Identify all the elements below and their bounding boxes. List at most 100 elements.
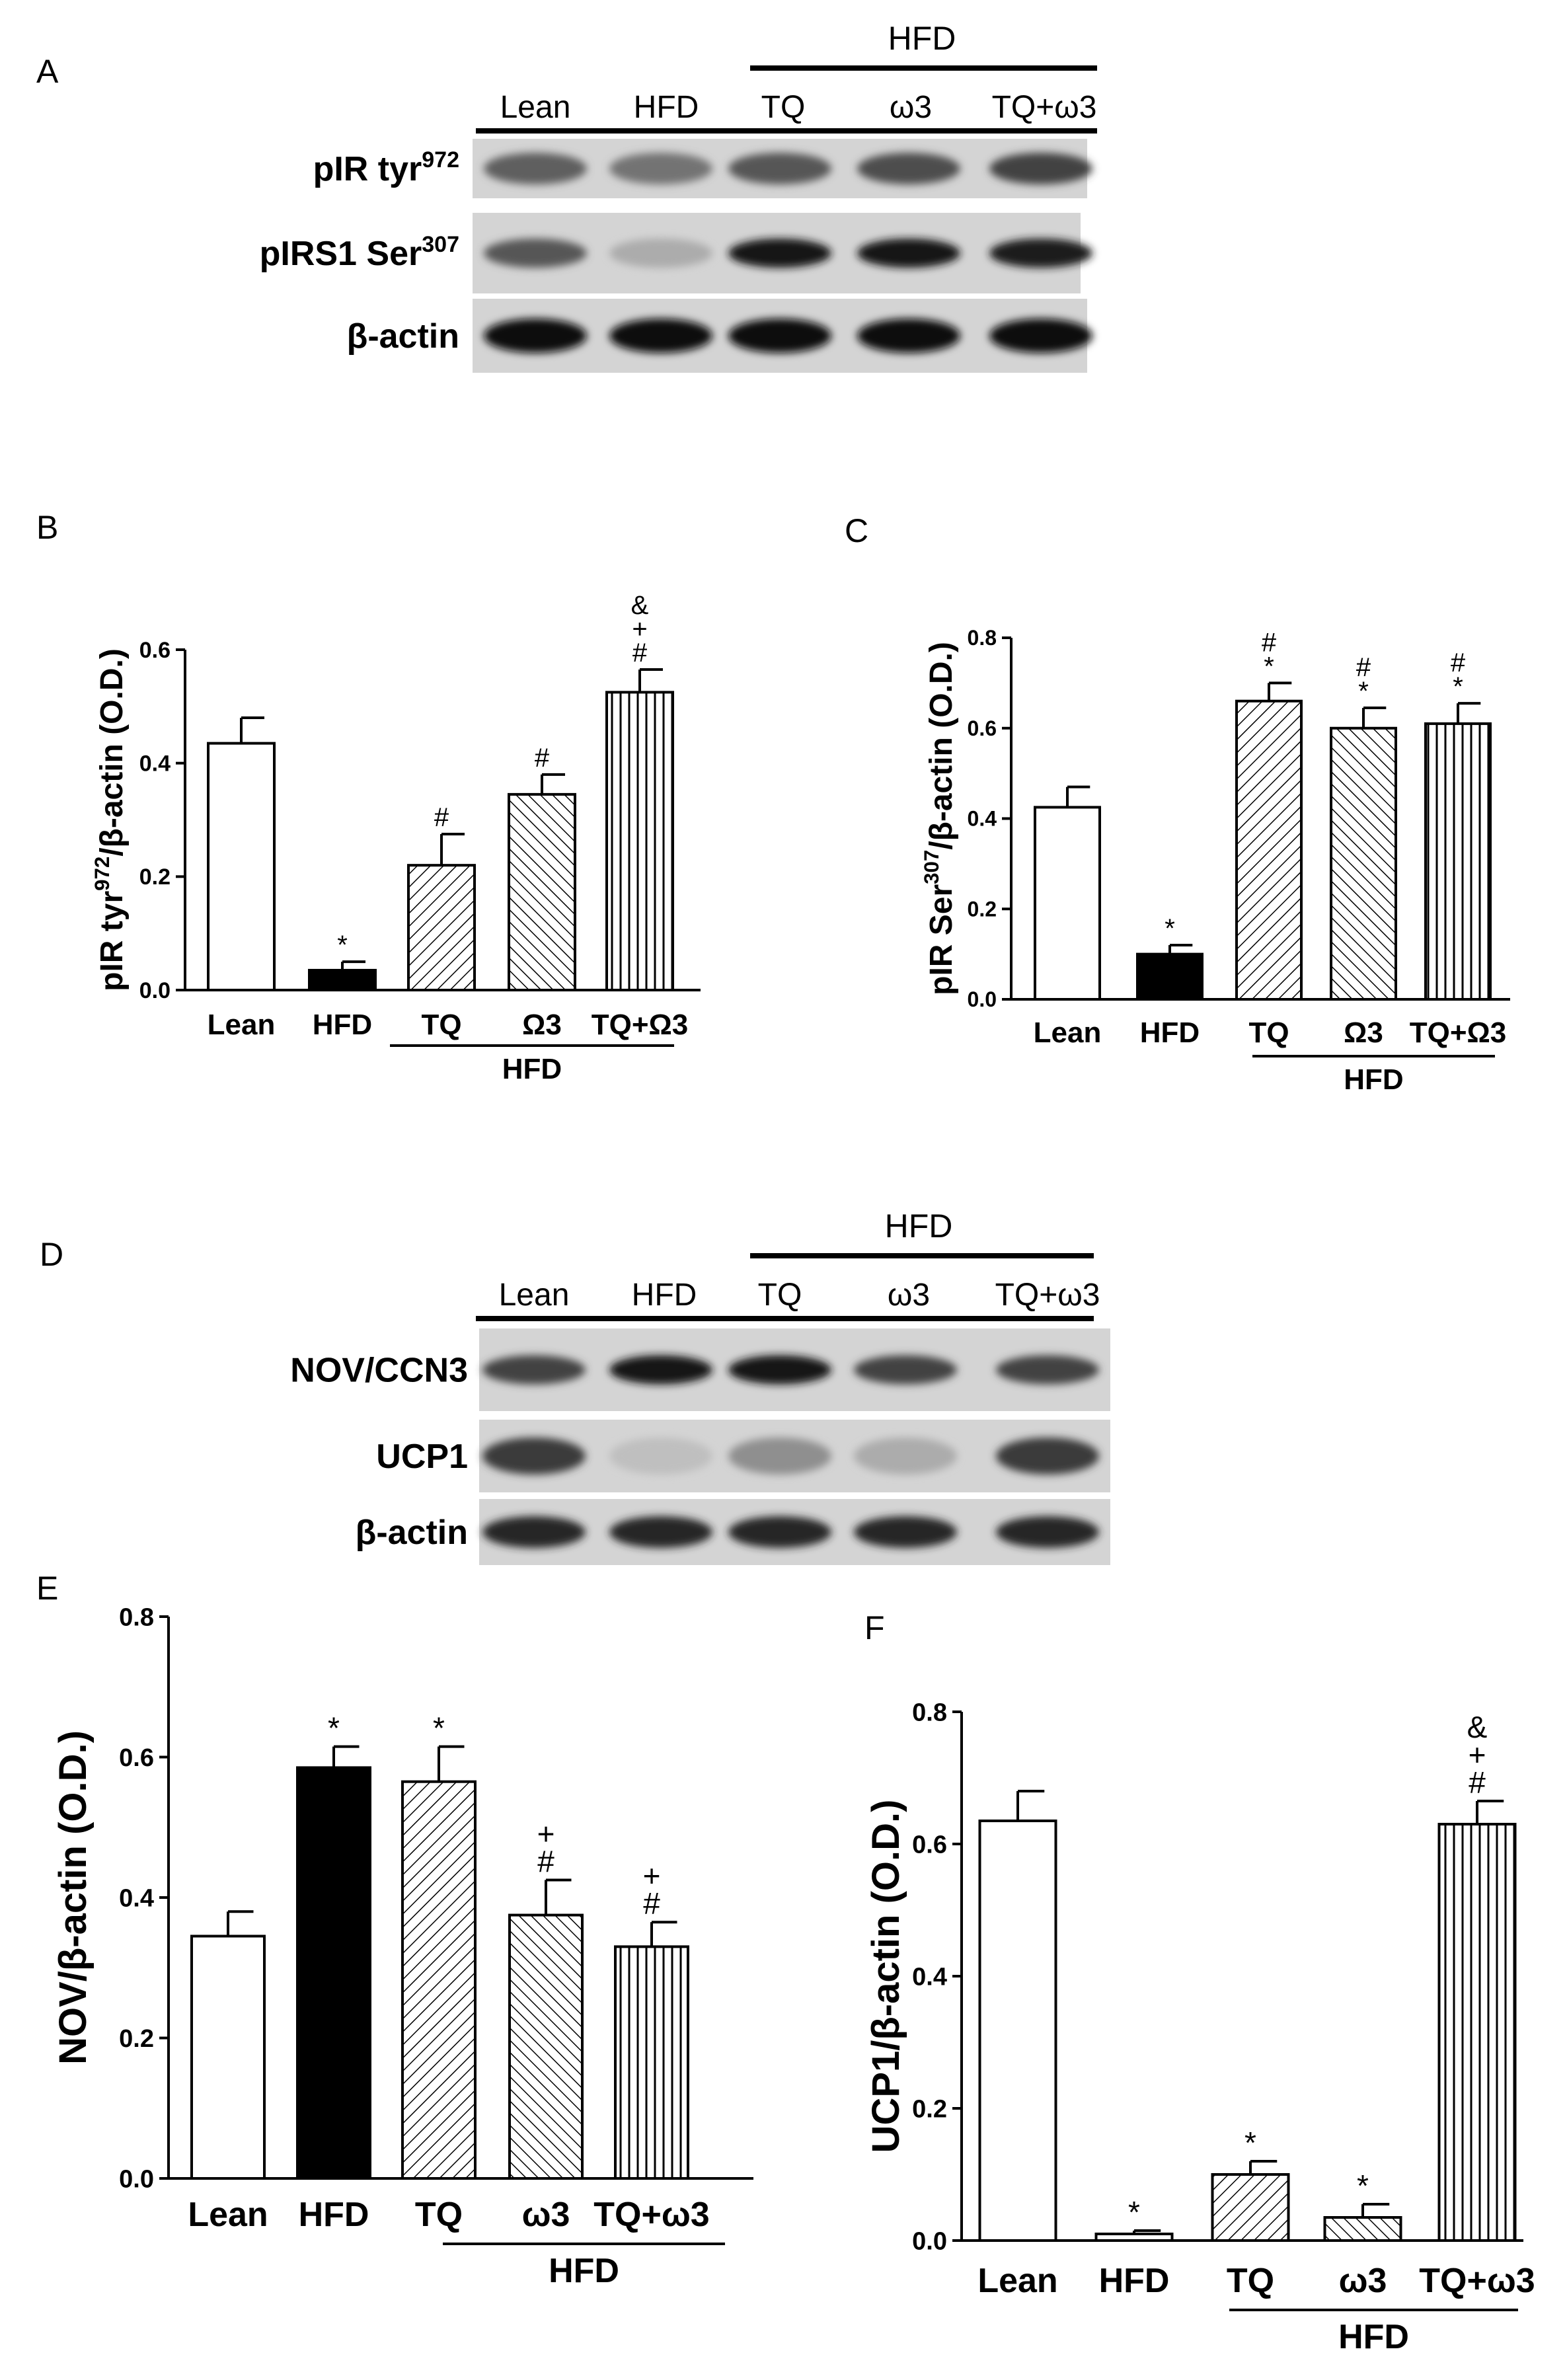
- y-tick-label: 0.6: [968, 716, 997, 740]
- y-axis-label: pIR Ser307/β-actin (O.D.): [920, 642, 959, 995]
- panel-letter-e: E: [36, 1570, 58, 1607]
- significance-marker: #: [643, 1886, 660, 1921]
- bar-TQ+Ω3: [1424, 722, 1492, 1001]
- bar-Lean: [190, 1935, 266, 2180]
- bar-TQ+ω3: [1437, 1823, 1517, 2242]
- y-tick-label: 0.4: [119, 1884, 154, 1912]
- x-tick-label: Lean: [208, 1009, 276, 1041]
- panel-letter-b: B: [36, 509, 58, 546]
- significance-marker: *: [1357, 2169, 1369, 2203]
- bar-HFD: [1094, 2233, 1174, 2242]
- blot-a-lane-label-tqw3: TQ+ω3: [992, 90, 1097, 125]
- bar-TQ: [407, 864, 476, 991]
- y-axis-label: pIR tyr972/β-actin (O.D.): [91, 648, 130, 991]
- blot-band: [609, 1355, 712, 1385]
- y-tick-label: 0.2: [139, 864, 171, 890]
- bar-HFD: [1136, 952, 1204, 1001]
- bar-TQ: [401, 1780, 477, 2180]
- blot-band: [728, 1355, 831, 1385]
- significance-marker: *: [1165, 914, 1175, 943]
- blot-band: [854, 1516, 957, 1548]
- significance-marker: #: [434, 803, 449, 832]
- bar-HFD: [308, 968, 377, 992]
- blot-band: [989, 319, 1092, 353]
- bar-Lean: [207, 742, 276, 991]
- significance-marker: *: [337, 931, 348, 960]
- y-tick-label: 0.2: [968, 897, 997, 921]
- western-blot-d: HFD Lean HFD TQ ω3 TQ+ω3 NOV/CCN3 UCP1 β-a…: [290, 1208, 1110, 1565]
- blot-band: [484, 153, 587, 184]
- bar-ω3: [508, 1913, 584, 2180]
- bar-chart-c: pIR Ser307/β-actin (O.D.) 0.0 0.2 0.4 0.6 0.8…: [920, 626, 1510, 1096]
- significance-marker: +: [1469, 1738, 1486, 1772]
- blot-d-lane-label-tq: TQ: [758, 1278, 802, 1313]
- x-tick-label: Lean: [188, 2196, 268, 2234]
- blot-band: [857, 153, 960, 184]
- x-tick-label: HFD: [313, 1009, 372, 1041]
- blot-row-label: UCP1: [376, 1438, 468, 1476]
- bar-TQ: [1235, 699, 1303, 1001]
- blot-band: [857, 239, 960, 268]
- blot-band: [484, 239, 587, 268]
- blot-band: [728, 153, 831, 184]
- blot-band: [728, 1516, 831, 1548]
- y-tick-label: 0.8: [912, 1699, 947, 1726]
- group-bracket-label: HFD: [1338, 2318, 1409, 2356]
- significance-marker: #: [535, 744, 550, 773]
- blot-band: [996, 1516, 1099, 1548]
- blot-row-d-0: NOV/CCN3: [290, 1328, 1110, 1411]
- x-tick-label: TQ+ω3: [1419, 2262, 1535, 2300]
- blot-a-lane-label-w3: ω3: [890, 90, 932, 125]
- y-tick-label: 0.0: [139, 978, 171, 1003]
- blot-band: [996, 1438, 1099, 1475]
- blot-band: [989, 239, 1092, 268]
- blot-band: [609, 153, 712, 184]
- significance-marker: *: [433, 1711, 445, 1746]
- y-tick-label: 0.4: [912, 1963, 947, 1991]
- x-tick-label: HFD: [299, 2196, 369, 2234]
- blot-band: [484, 319, 587, 353]
- group-bracket-label: HFD: [502, 1053, 562, 1085]
- x-tick-label: ω3: [522, 2196, 570, 2234]
- x-tick-label: TQ+Ω3: [1410, 1017, 1507, 1049]
- x-tick-label: Ω3: [522, 1009, 562, 1041]
- significance-marker: #: [1469, 1765, 1486, 1800]
- significance-marker: *: [1128, 2195, 1140, 2229]
- significance-marker: #: [1262, 628, 1277, 657]
- blot-band: [728, 239, 831, 268]
- y-tick-label: 0.8: [119, 1603, 154, 1631]
- blot-band: [854, 1355, 957, 1385]
- blot-band: [728, 319, 831, 353]
- y-tick-label: 0.2: [119, 2025, 154, 2053]
- bar-chart-b: pIR tyr972/β-actin (O.D.) 0.0 0.2 0.4 0.6 Lea…: [91, 591, 701, 1085]
- significance-marker: #: [537, 1844, 554, 1878]
- y-tick-label: 0.4: [139, 751, 171, 777]
- significance-marker: #: [1451, 648, 1466, 677]
- blot-band: [996, 1355, 1099, 1385]
- x-tick-label: ω3: [1339, 2262, 1387, 2300]
- x-tick-label: HFD: [1140, 1017, 1200, 1049]
- significance-marker: +: [643, 1859, 661, 1893]
- x-tick-label: TQ: [1227, 2262, 1274, 2300]
- bar-Lean: [978, 1820, 1057, 2242]
- y-tick-label: 0.6: [119, 1744, 154, 1772]
- panel-letter-f: F: [864, 1609, 885, 1646]
- blot-d-lane-label-hfd: HFD: [632, 1278, 697, 1313]
- blot-d-lane-label-lean: Lean: [499, 1278, 570, 1313]
- significance-marker: *: [1358, 677, 1369, 706]
- significance-marker: +: [537, 1816, 555, 1851]
- bar-HFD: [296, 1766, 371, 2180]
- significance-marker: &: [631, 591, 649, 620]
- y-tick-label: 0.0: [119, 2165, 154, 2193]
- blot-band: [609, 1516, 712, 1548]
- panel-letter-d: D: [40, 1236, 63, 1273]
- y-axis-label: UCP1/β-actin (O.D.): [864, 1800, 907, 2153]
- blot-row-label: β-actin: [356, 1514, 468, 1552]
- significance-marker: *: [1244, 2126, 1256, 2160]
- significance-marker: *: [1264, 652, 1274, 681]
- blot-row-d-1: UCP1: [376, 1420, 1110, 1492]
- blot-row-label: pIR tyr972: [313, 147, 459, 188]
- significance-marker: &: [1467, 1710, 1488, 1744]
